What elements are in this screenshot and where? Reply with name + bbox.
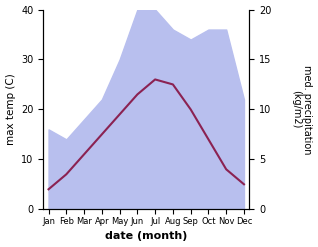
Y-axis label: max temp (C): max temp (C) [5, 74, 16, 145]
X-axis label: date (month): date (month) [105, 231, 187, 242]
Y-axis label: med. precipitation
(kg/m2): med. precipitation (kg/m2) [291, 65, 313, 154]
